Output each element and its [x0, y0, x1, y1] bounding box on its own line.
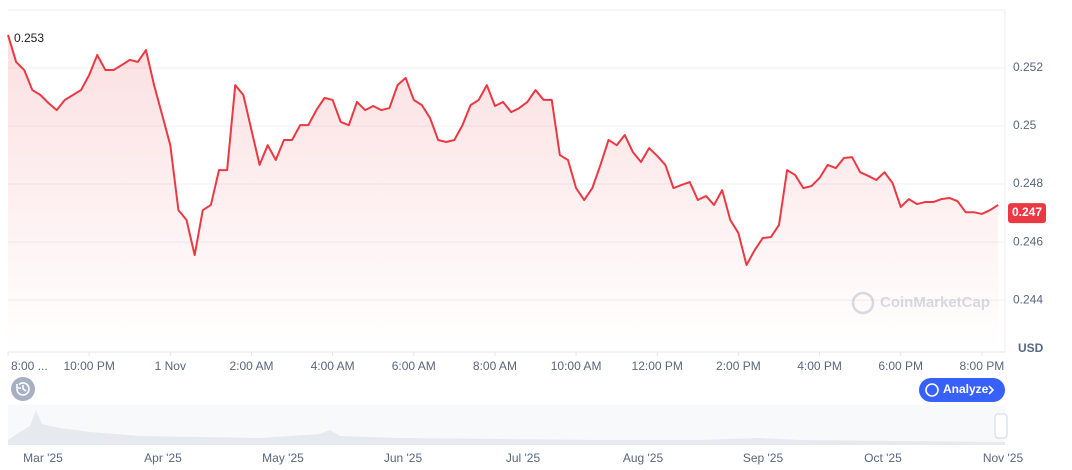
navigator-handle[interactable] [994, 413, 1008, 439]
y-tick-label: 0.246 [1013, 234, 1043, 248]
analyze-label: Analyze [943, 382, 989, 396]
watermark-logo [851, 291, 875, 315]
x-tick-label: 10:00 AM [551, 359, 602, 373]
plot: 0.244 0.246 0.248 0.25 0.252 8:00 ... 10:00 PM… [7, 31, 1046, 373]
navigator-label: Aug '25 [623, 451, 664, 465]
x-tick-label: 10:00 PM [63, 359, 114, 373]
watermark: CoinMarketCap [851, 291, 990, 315]
x-tick-label: 2:00 PM [716, 359, 761, 373]
max-label: 0.253 [14, 31, 44, 45]
y-tick-label: 0.25 [1013, 118, 1037, 132]
navigator-label: Jul '25 [506, 451, 541, 465]
navigator-label: Apr '25 [144, 451, 182, 465]
x-tick-label: 6:00 PM [878, 359, 923, 373]
navigator-label: Oct '25 [864, 451, 902, 465]
x-tick-label: 6:00 AM [392, 359, 436, 373]
history-button[interactable] [11, 377, 35, 401]
history-glyph [16, 382, 30, 396]
x-tick-label: 4:00 AM [311, 359, 355, 373]
y-unit: USD [1018, 341, 1044, 355]
x-tick-label: 1 Nov [155, 359, 186, 373]
navigator-area [8, 410, 1005, 445]
navigator-label: Mar '25 [23, 451, 63, 465]
y-tick-label: 0.244 [1013, 292, 1043, 306]
last-price-badge [1008, 203, 1046, 224]
x-tick-label: 8:00 AM [473, 359, 517, 373]
navigator-label: May '25 [262, 451, 304, 465]
x-tick-label: 4:00 PM [797, 359, 842, 373]
y-tick-label: 0.248 [1013, 176, 1043, 190]
price-line [7, 34, 999, 266]
analyze-button[interactable]: Analyze [919, 378, 1005, 402]
analyze-bg[interactable] [919, 378, 1005, 402]
y-tick-label: 0.252 [1013, 60, 1043, 74]
area-fill [8, 34, 999, 350]
watermark-text: CoinMarketCap [880, 294, 990, 311]
navigator-label: Jun '25 [384, 451, 423, 465]
x-tick-label: 12:00 PM [632, 359, 683, 373]
x-tick-label: 2:00 AM [229, 359, 273, 373]
x-tick-label: 8:00 PM [960, 359, 1005, 373]
analyze-chevron [988, 385, 995, 395]
navigator-label: Nov '25 [983, 451, 1024, 465]
x-tick-label: 8:00 ... [11, 359, 48, 373]
last-price-label: 0.247 [1012, 205, 1042, 219]
analyze-icon [925, 383, 939, 397]
navigator-label: Sep '25 [743, 451, 784, 465]
navigator-labels: Mar '25 Apr '25 May '25 Jun '25 Jul '25 Aug '… [23, 451, 1023, 465]
